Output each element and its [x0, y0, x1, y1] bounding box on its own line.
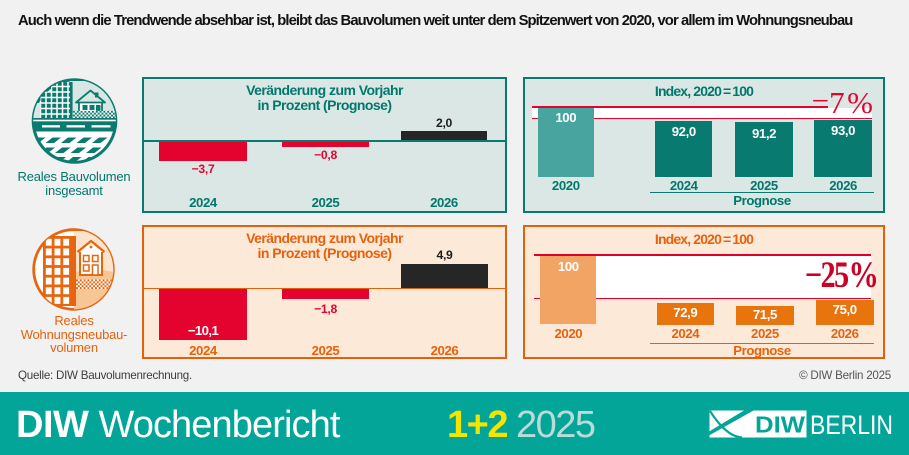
svg-text:BERLIN: BERLIN [810, 410, 893, 438]
svg-text:DIW: DIW [755, 412, 806, 438]
